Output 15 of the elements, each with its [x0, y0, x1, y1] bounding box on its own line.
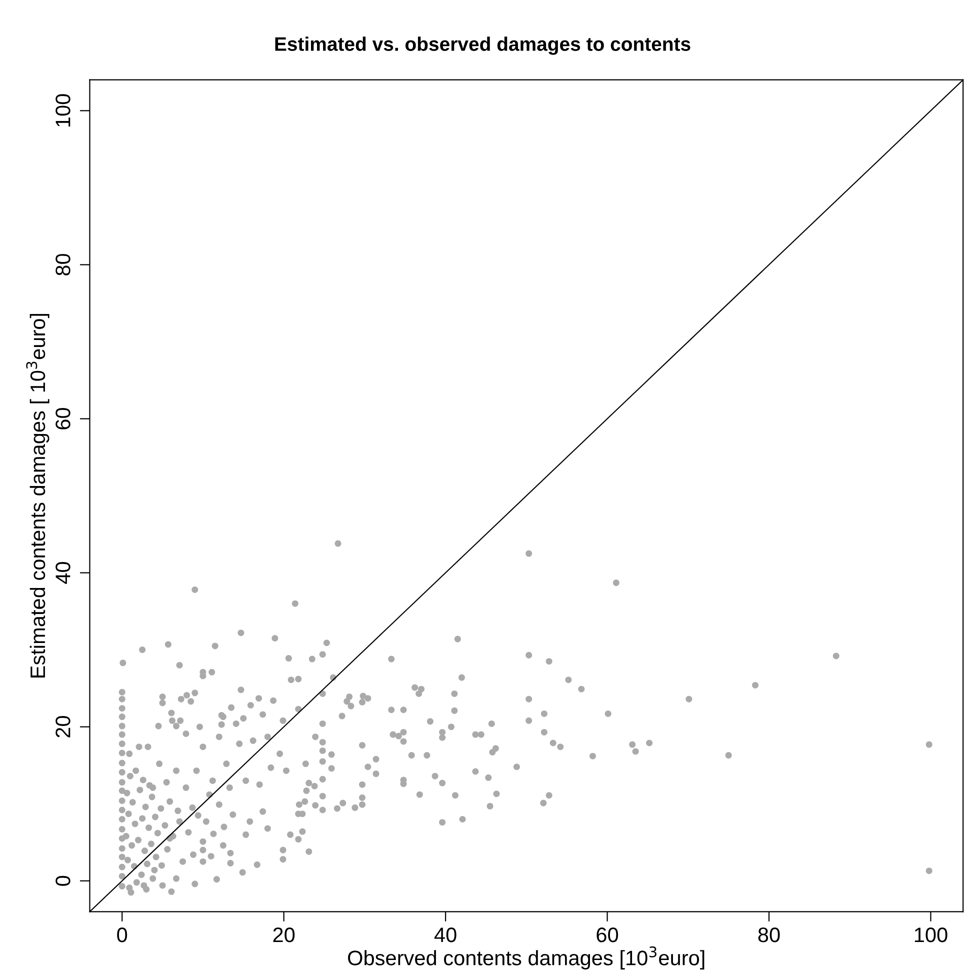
- x-tick-label: 0: [117, 927, 128, 942]
- y-tick-label: 0: [56, 876, 70, 886]
- y-tick-label: 40: [56, 562, 70, 584]
- chart-title: Estimated vs. observed damages to contents: [275, 36, 690, 55]
- y-tick-label: 20: [56, 716, 70, 738]
- y-tick-label: 80: [56, 254, 70, 276]
- x-tick-label: 100: [914, 927, 948, 942]
- y-axis-title: Estimated contents damages [ 10$^{3}$euro]: [26, 314, 50, 678]
- x-tick-label: 20: [273, 927, 295, 942]
- y-tick-label: 60: [56, 408, 70, 430]
- x-axis-title: Observed contents damages [10$^{3}$euro]: [348, 946, 704, 970]
- x-tick-label: 60: [596, 927, 618, 942]
- x-tick-label: 80: [758, 927, 780, 942]
- y-tick-label: 100: [56, 94, 70, 126]
- x-tick-label: 40: [434, 927, 456, 942]
